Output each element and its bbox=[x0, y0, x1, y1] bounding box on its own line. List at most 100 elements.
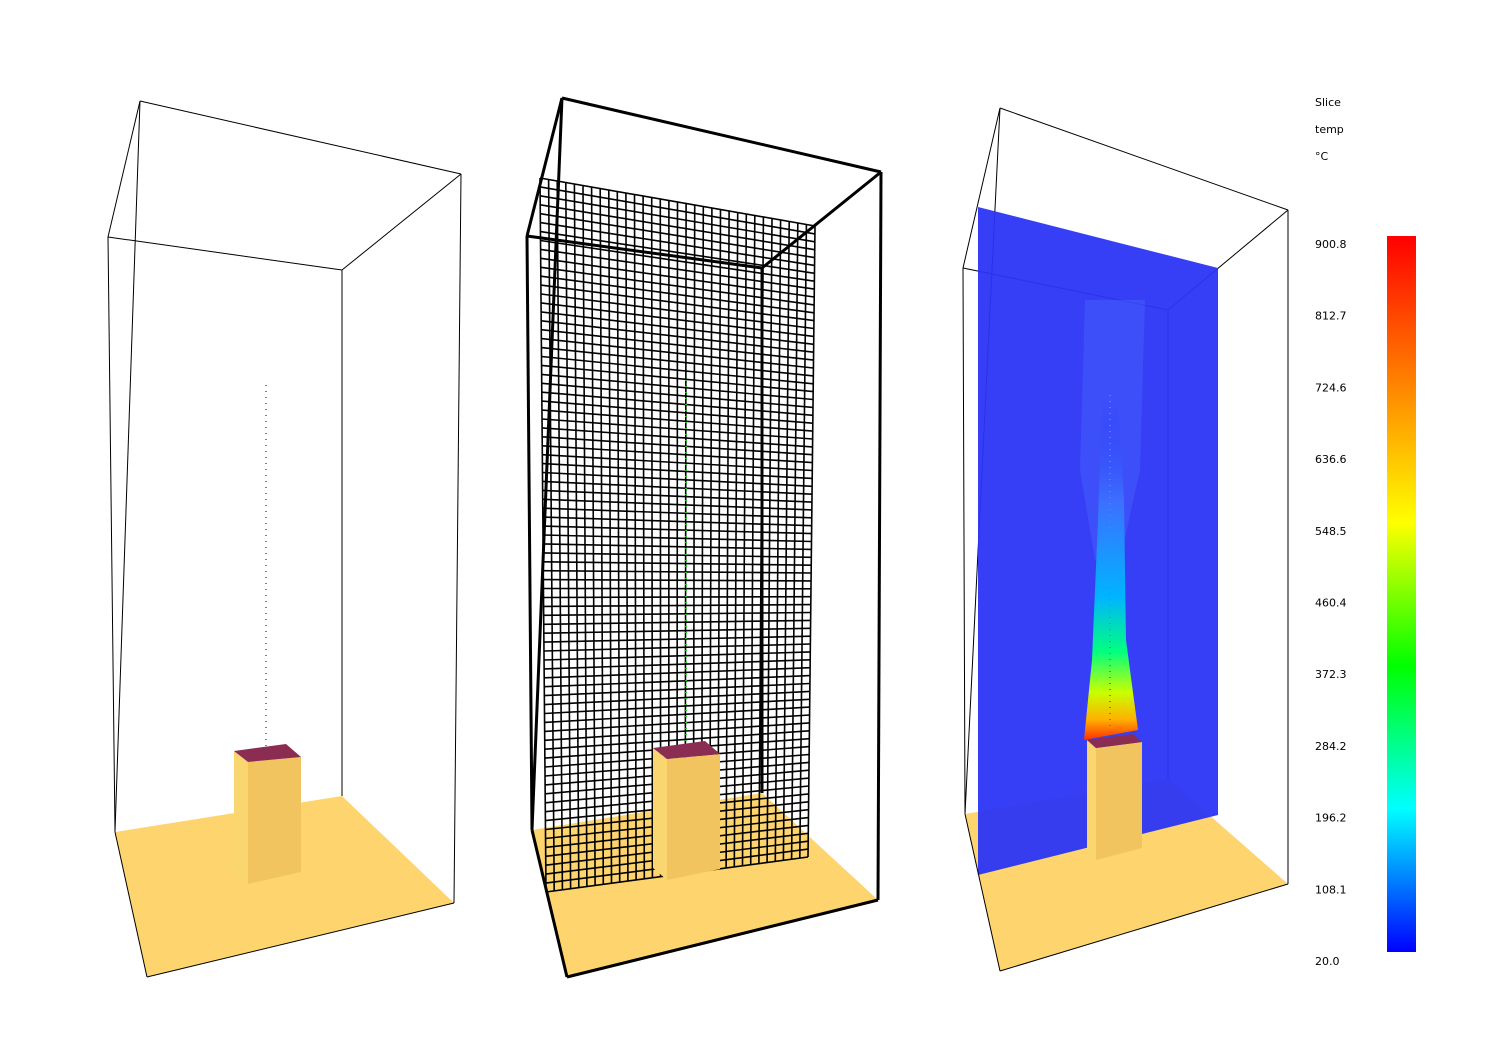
mesh-line bbox=[540, 257, 815, 298]
vent bbox=[653, 741, 720, 759]
domain-box-back-edges bbox=[107, 100, 462, 833]
mesh-line bbox=[543, 635, 811, 643]
obstruction-front bbox=[667, 754, 720, 880]
mesh-line bbox=[543, 543, 812, 551]
mesh-line bbox=[540, 293, 815, 330]
mesh-line bbox=[540, 284, 815, 322]
colorbar-tick-label: 20.0 bbox=[1315, 955, 1340, 968]
mesh-line bbox=[540, 275, 815, 314]
mesh-line bbox=[540, 239, 815, 282]
mesh-line bbox=[544, 690, 810, 706]
mesh-line bbox=[539, 177, 816, 227]
mesh-line bbox=[542, 480, 813, 495]
mesh-line bbox=[544, 706, 810, 724]
colorbar-tick-label: 196.2 bbox=[1315, 812, 1347, 825]
panel-mesh bbox=[525, 96, 883, 979]
mesh-line bbox=[544, 659, 811, 670]
colorbar-tick-label: 636.6 bbox=[1315, 453, 1347, 466]
mesh-line bbox=[541, 311, 814, 346]
obstruction-front bbox=[1096, 742, 1142, 860]
mesh-line bbox=[543, 627, 811, 634]
vent bbox=[234, 744, 301, 762]
colorbar-tick-label: 372.3 bbox=[1315, 668, 1347, 681]
colorbar-title-line-3: °C bbox=[1315, 150, 1329, 163]
mesh-line bbox=[542, 427, 813, 448]
mesh-line bbox=[541, 418, 813, 440]
floor bbox=[115, 796, 454, 977]
obstruction bbox=[234, 744, 301, 884]
mesh-line bbox=[541, 382, 814, 409]
mesh-line bbox=[543, 561, 812, 566]
mesh-grid bbox=[539, 177, 816, 893]
mesh-line bbox=[541, 328, 814, 361]
mesh-line bbox=[542, 471, 813, 488]
mesh-line bbox=[541, 337, 814, 369]
mesh-line bbox=[540, 221, 815, 267]
colorbar-gradient bbox=[1387, 236, 1416, 952]
colorbar-tick-labels: 900.8 812.7 724.6 636.6 548.5 460.4 372.3 284.2… bbox=[1315, 238, 1347, 968]
mesh-line bbox=[542, 534, 812, 543]
colorbar-tick-label: 108.1 bbox=[1315, 883, 1347, 896]
mesh-line bbox=[540, 212, 815, 259]
mesh-line bbox=[544, 666, 811, 679]
colorbar-tick-label: 812.7 bbox=[1315, 310, 1347, 323]
obstruction-side bbox=[234, 751, 248, 884]
mesh-line bbox=[544, 674, 811, 688]
domain-box-front-edges bbox=[525, 96, 883, 979]
mesh-line bbox=[544, 682, 810, 697]
mesh-line bbox=[542, 507, 812, 519]
mesh-line bbox=[542, 445, 813, 464]
mesh-line bbox=[540, 266, 815, 306]
panel-geometry bbox=[107, 100, 462, 978]
mesh-line bbox=[544, 722, 810, 742]
mesh-line bbox=[541, 409, 813, 432]
colorbar-tick-label: 900.8 bbox=[1315, 238, 1347, 251]
mesh-line bbox=[543, 552, 812, 559]
colorbar-tick-label: 284.2 bbox=[1315, 740, 1347, 753]
mesh-line bbox=[542, 498, 812, 511]
colorbar: Slice temp °C 900.8 812.7 724.6 636.6 548.5 4… bbox=[1315, 96, 1416, 968]
mesh-line bbox=[539, 195, 815, 243]
mesh-line bbox=[542, 436, 813, 456]
colorbar-tick-label: 724.6 bbox=[1315, 381, 1347, 394]
obstruction bbox=[1087, 734, 1142, 860]
mesh-line bbox=[542, 462, 813, 480]
obstruction-front bbox=[248, 757, 301, 884]
mesh-line bbox=[544, 730, 810, 750]
mesh-line bbox=[543, 619, 811, 626]
colorbar-title-line-2: temp bbox=[1315, 123, 1344, 136]
mesh-line bbox=[543, 651, 811, 661]
mesh-line bbox=[541, 400, 813, 424]
obstruction-side bbox=[653, 748, 667, 880]
mesh-line bbox=[542, 516, 812, 527]
mesh-line bbox=[542, 525, 812, 535]
mesh-line bbox=[541, 320, 814, 353]
mesh-line bbox=[543, 595, 811, 599]
colorbar-tick-label: 460.4 bbox=[1315, 597, 1347, 610]
obstruction bbox=[653, 741, 720, 880]
mesh-line bbox=[544, 698, 810, 715]
mesh-line bbox=[541, 346, 814, 377]
mesh-line bbox=[543, 643, 811, 652]
mesh-line bbox=[541, 391, 813, 417]
colorbar-title-line-1: Slice bbox=[1315, 96, 1341, 109]
mesh-line bbox=[542, 453, 813, 472]
panel-slice bbox=[962, 107, 1289, 972]
mesh-line bbox=[541, 355, 814, 385]
mesh-line bbox=[541, 373, 814, 401]
domain-box-front-edges bbox=[962, 107, 1289, 972]
mesh-line bbox=[540, 230, 815, 275]
obstruction-side bbox=[1087, 740, 1096, 860]
mesh-line bbox=[543, 569, 812, 574]
mesh-line bbox=[543, 611, 811, 617]
mesh-line bbox=[543, 578, 812, 582]
mesh-line bbox=[543, 603, 811, 608]
mesh-line bbox=[540, 302, 814, 338]
mesh-line bbox=[539, 186, 816, 235]
colorbar-tick-label: 548.5 bbox=[1315, 525, 1347, 538]
mesh-line bbox=[540, 248, 815, 290]
domain-box-front-edges bbox=[107, 100, 462, 978]
mesh-line bbox=[542, 489, 812, 503]
mesh-line bbox=[541, 364, 814, 393]
